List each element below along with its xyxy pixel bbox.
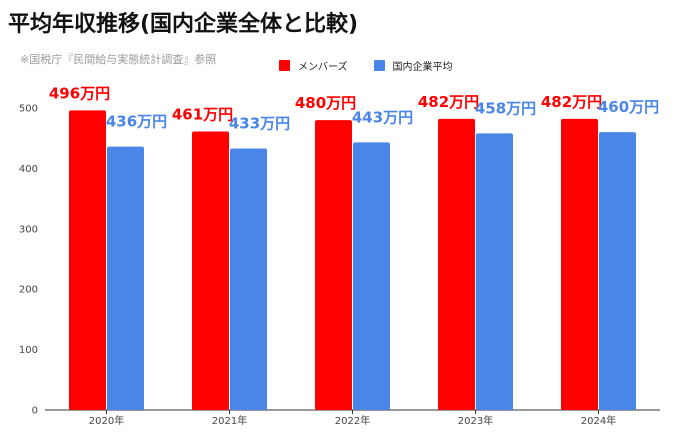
bar-national [353, 142, 390, 411]
data-label-members: 482万円 [418, 93, 479, 111]
bar-national [230, 148, 267, 410]
data-label-national: 433万円 [229, 114, 290, 132]
bar-members [69, 110, 106, 410]
bar-members [315, 120, 352, 410]
y-tick-label: 100 [19, 345, 38, 356]
chart-title: 平均年収推移(国内企業全体と比較) [8, 12, 359, 37]
legend-label-national: 国内企業平均 [392, 62, 453, 73]
x-tick-label: 2022年 [335, 414, 370, 427]
legend-swatch-members [279, 60, 290, 71]
legend-item-members: メンバーズ [279, 58, 348, 73]
x-tick-label: 2024年 [581, 414, 616, 427]
data-label-members: 461万円 [172, 106, 233, 124]
bar-members [561, 118, 598, 410]
y-tick-label: 200 [19, 285, 38, 296]
y-tick-label: 300 [19, 224, 38, 235]
data-label-national: 460万円 [598, 98, 659, 116]
legend: メンバーズ 国内企業平均 [279, 58, 479, 73]
bar-national [599, 132, 636, 410]
chart-subtitle: ※国税庁『民間給与実態統計調査』参照 [20, 53, 217, 66]
x-tick-label: 2023年 [458, 414, 493, 427]
data-label-members: 496万円 [49, 84, 110, 102]
data-label-national: 458万円 [475, 99, 536, 117]
legend-swatch-national [373, 60, 385, 71]
bar-members [192, 131, 229, 410]
y-tick-label: 0 [32, 406, 38, 417]
bar-members [438, 118, 475, 410]
x-tick-label: 2021年 [212, 414, 247, 427]
data-label-national: 436万円 [106, 113, 167, 131]
x-tick-label: 2020年 [89, 414, 124, 427]
data-label-members: 482万円 [541, 93, 602, 111]
data-label-national: 443万円 [352, 108, 413, 126]
bar-national [476, 133, 513, 411]
legend-item-national: 国内企業平均 [373, 58, 453, 73]
bar-national [107, 146, 144, 410]
y-tick-label: 400 [19, 164, 38, 175]
y-tick-label: 500 [19, 104, 38, 115]
data-label-members: 480万円 [295, 94, 356, 112]
legend-label-members: メンバーズ [298, 62, 348, 73]
